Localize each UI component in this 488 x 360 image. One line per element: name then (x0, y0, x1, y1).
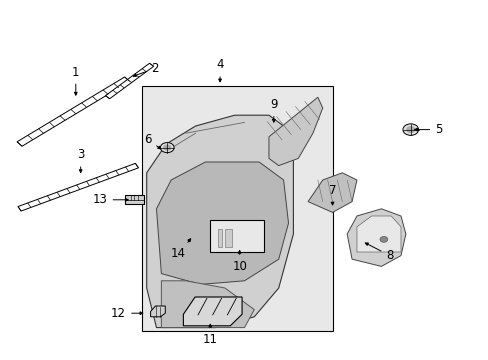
Text: 8: 8 (365, 243, 393, 262)
Text: 3: 3 (77, 148, 84, 172)
Polygon shape (146, 115, 293, 328)
Text: 1: 1 (72, 66, 80, 95)
Polygon shape (156, 162, 288, 284)
Circle shape (402, 124, 418, 135)
Polygon shape (183, 297, 242, 326)
Circle shape (379, 237, 387, 242)
Polygon shape (268, 97, 322, 166)
Text: 2: 2 (133, 62, 159, 77)
Polygon shape (105, 63, 153, 99)
Text: 14: 14 (170, 239, 190, 260)
Polygon shape (161, 281, 254, 328)
Text: 11: 11 (203, 324, 217, 346)
Text: 6: 6 (144, 133, 161, 149)
Bar (124, 195, 144, 204)
Polygon shape (217, 229, 222, 247)
Polygon shape (150, 306, 165, 317)
Polygon shape (224, 229, 232, 247)
Bar (142, 86, 332, 331)
Circle shape (406, 127, 414, 132)
Circle shape (163, 145, 170, 150)
Polygon shape (18, 163, 138, 211)
Circle shape (160, 143, 174, 153)
Bar (210, 220, 264, 252)
Polygon shape (307, 173, 356, 212)
Text: 12: 12 (111, 307, 142, 320)
Polygon shape (346, 209, 405, 266)
Text: 13: 13 (93, 193, 128, 206)
Polygon shape (356, 216, 400, 252)
Text: 5: 5 (414, 123, 442, 136)
Text: 4: 4 (216, 58, 224, 82)
Polygon shape (17, 77, 129, 146)
Text: 10: 10 (232, 251, 246, 273)
Text: 9: 9 (269, 98, 277, 122)
Text: 7: 7 (328, 184, 336, 205)
